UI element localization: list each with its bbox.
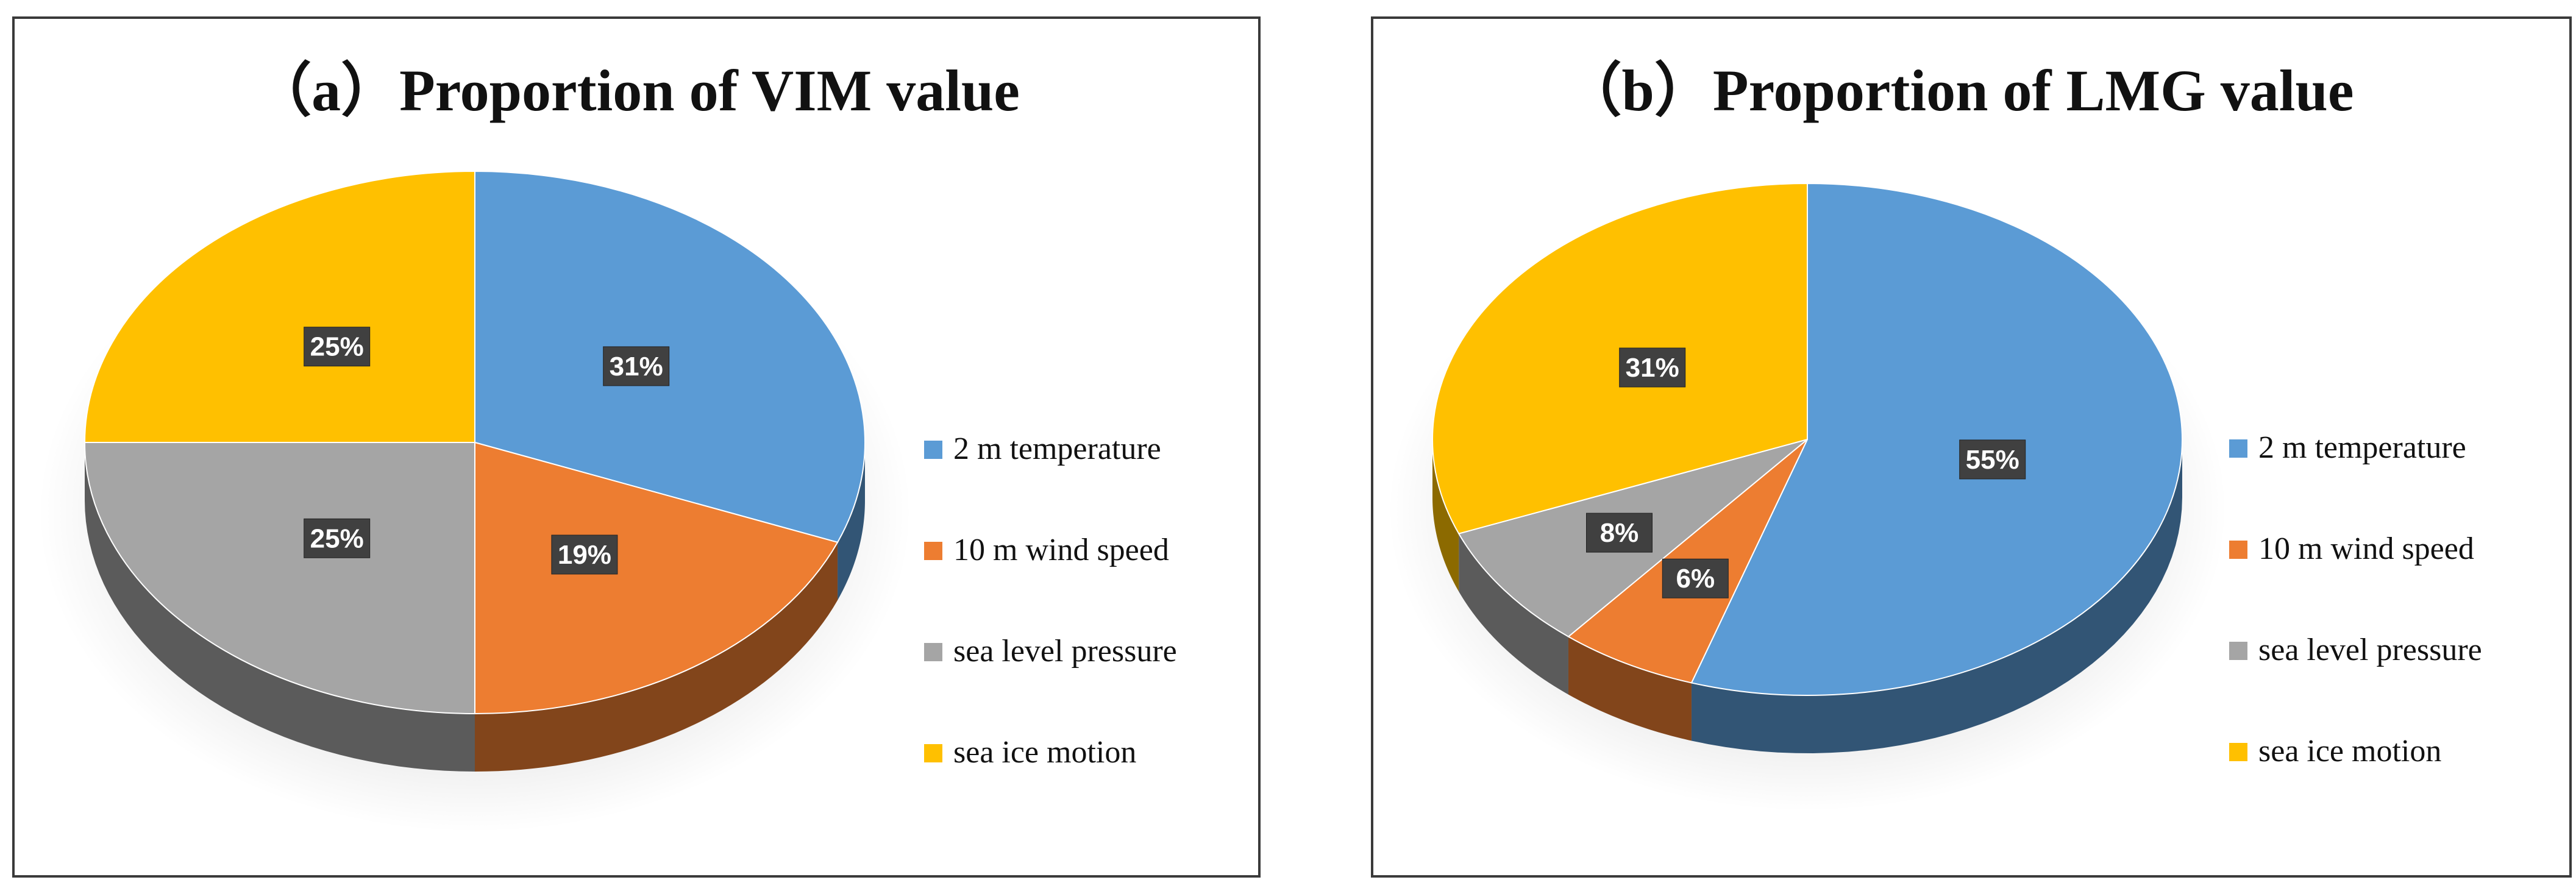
pie-slice-side	[1432, 439, 1459, 592]
data-label-text: 31%	[1626, 353, 1679, 383]
legend-label: sea ice motion	[2258, 734, 2441, 769]
data-label-text: 25%	[310, 524, 364, 553]
pie-slice	[474, 441, 839, 715]
pie-slice-side	[1459, 533, 1568, 695]
data-label: 31%	[603, 346, 670, 386]
data-label-text: 6%	[1676, 564, 1715, 594]
legend-item: sea ice motion	[924, 735, 1136, 770]
legend-label: 10 m wind speed	[2258, 531, 2474, 566]
legend-swatch	[924, 441, 942, 459]
data-label-text: 19%	[558, 540, 611, 570]
legend-swatch	[2229, 642, 2247, 660]
pie-slice-side	[475, 542, 838, 772]
data-label: 6%	[1662, 558, 1729, 598]
data-label-box	[304, 518, 371, 558]
legend-label: 2 m temperature	[953, 431, 1161, 466]
data-label-box	[1619, 347, 1686, 388]
pie-slice	[84, 442, 475, 715]
data-label: 25%	[304, 518, 371, 558]
pie-chart-lmg: （b）Proportion of LMG value 55% 6% 8% 31% 2 m…	[1387, 58, 2482, 812]
data-label-box	[1586, 513, 1653, 553]
legend-label: 2 m temperature	[2258, 430, 2466, 465]
legend-item: 2 m temperature	[2229, 430, 2466, 465]
pie-slice	[474, 170, 866, 543]
pie-slice	[84, 170, 475, 443]
data-label: 31%	[1619, 347, 1686, 388]
data-label-box	[304, 327, 371, 367]
data-label-text: 31%	[610, 352, 663, 382]
data-label-text: 25%	[310, 332, 364, 362]
pie-chart-vim: （a）Proportion of VIM value 31% 19% 25% 25% 2…	[38, 58, 1177, 833]
legend-label: sea level pressure	[953, 634, 1177, 669]
pie-slice	[1690, 182, 2183, 696]
legend-item: 10 m wind speed	[924, 533, 1169, 567]
data-label-text: 8%	[1600, 518, 1639, 548]
legend-item: sea level pressure	[924, 634, 1177, 669]
data-label: 25%	[304, 327, 371, 367]
data-label-box	[551, 534, 618, 575]
legend-swatch	[924, 744, 942, 762]
data-label-box	[1662, 558, 1729, 598]
pie-slice-side	[838, 442, 865, 600]
legend-item: sea level pressure	[2229, 633, 2482, 667]
chart-panel-vim: （a）Proportion of VIM value 31% 19% 25% 25% 2…	[12, 16, 1261, 878]
data-label-box	[603, 346, 670, 386]
chart-panel-lmg: （b）Proportion of LMG value 55% 6% 8% 31% 2 m…	[1371, 16, 2572, 878]
pie-slice-side	[1691, 439, 2182, 753]
pie-slice-side	[85, 442, 475, 772]
legend-item: sea ice motion	[2229, 734, 2441, 769]
chart-title: （a）Proportion of VIM value	[253, 58, 1020, 123]
legend-swatch	[2229, 743, 2247, 761]
legend-item: 10 m wind speed	[2229, 531, 2474, 566]
pie-slice-side	[1568, 636, 1692, 741]
data-label-text: 55%	[1966, 445, 2019, 475]
legend-label: 10 m wind speed	[953, 533, 1169, 567]
data-label: 19%	[551, 534, 618, 575]
chart-title: （b）Proportion of LMG value	[1564, 58, 2354, 123]
legend-label: sea ice motion	[953, 735, 1136, 770]
data-label: 55%	[1959, 439, 2026, 480]
legend-swatch	[2229, 541, 2247, 559]
data-label: 8%	[1586, 513, 1653, 553]
legend-swatch	[924, 542, 942, 560]
data-label-box	[1959, 439, 2026, 480]
legend-swatch	[2229, 439, 2247, 458]
legend-label: sea level pressure	[2258, 633, 2482, 667]
legend-item: 2 m temperature	[924, 431, 1161, 466]
legend-swatch	[924, 643, 942, 661]
